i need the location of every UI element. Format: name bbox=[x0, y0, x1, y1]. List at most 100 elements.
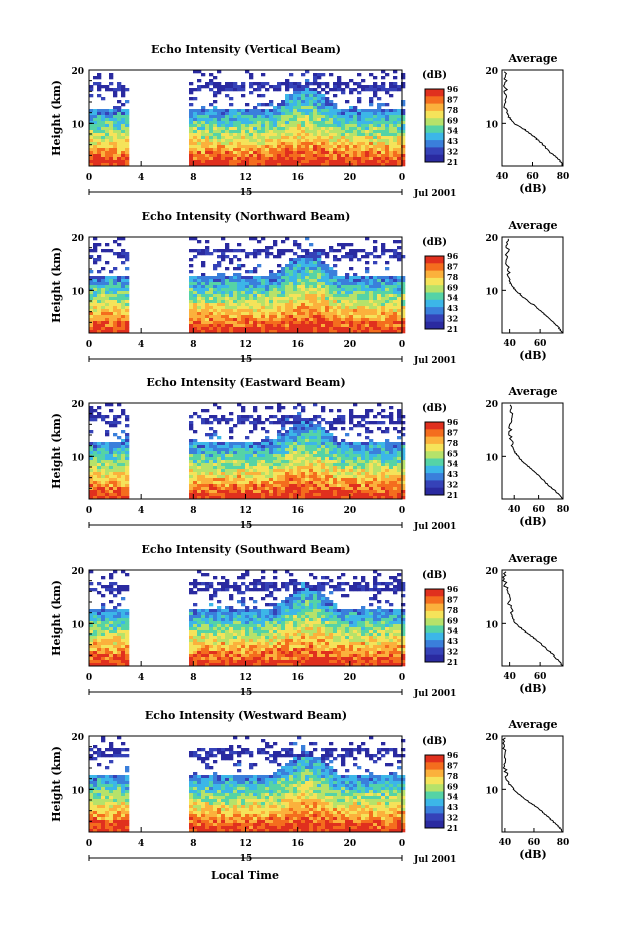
y-tick-label: 20 bbox=[71, 567, 84, 577]
colorbar-swatch bbox=[425, 451, 444, 459]
colorbar-swatch bbox=[425, 647, 444, 656]
avg-profile-line bbox=[504, 238, 563, 333]
panel-4: Echo Intensity (Southward Beam) 20 10 Heigh… bbox=[50, 543, 564, 699]
avg-frame bbox=[501, 569, 564, 667]
colorbar-swatch bbox=[425, 429, 444, 438]
colorbar-swatch bbox=[425, 589, 444, 597]
colorbar-tick-label: 32 bbox=[447, 813, 458, 823]
y-tick-label: 10 bbox=[71, 287, 84, 297]
panel-5: Echo Intensity (Westward Beam) 20 10 Height… bbox=[50, 709, 569, 865]
x-tick-label: 8 bbox=[190, 173, 196, 183]
colorbar-tick-label: 32 bbox=[447, 147, 458, 157]
colorbar-swatch bbox=[425, 625, 444, 634]
colorbar-swatch bbox=[425, 263, 444, 272]
colorbar-swatch bbox=[425, 603, 444, 612]
colorbar-swatch bbox=[425, 147, 444, 156]
day-label: 15 bbox=[240, 688, 253, 698]
colorbar-swatch bbox=[425, 307, 444, 315]
x-tick-label: 20 bbox=[344, 673, 357, 683]
colorbar-tick-label: 21 bbox=[447, 490, 458, 500]
colorbar-frame bbox=[424, 588, 445, 663]
y-axis-label: Height (km) bbox=[50, 580, 63, 656]
x-tick-label: 4 bbox=[138, 173, 144, 183]
colorbar-swatch bbox=[425, 89, 444, 97]
avg-x-tick-label: 80 bbox=[557, 838, 570, 848]
y-tick-label: 10 bbox=[71, 453, 84, 463]
x-tick-label: 0 bbox=[399, 173, 405, 183]
avg-y-tick-label: 10 bbox=[485, 287, 498, 297]
avg-profile-line bbox=[502, 737, 563, 833]
colorbar-tick-label: 69 bbox=[447, 115, 459, 125]
colorbar-tick-label: 87 bbox=[447, 760, 458, 770]
colorbar-swatch bbox=[425, 776, 444, 785]
colorbar-swatch bbox=[425, 784, 444, 792]
avg-x-tick-label: 60 bbox=[534, 339, 547, 349]
y-axis-label: Height (km) bbox=[50, 80, 63, 156]
colorbar-tick-label: 78 bbox=[447, 605, 459, 615]
avg-x-tick-label: 60 bbox=[532, 505, 545, 515]
colorbar-tick-label: 54 bbox=[447, 126, 459, 136]
colorbar-swatch bbox=[425, 103, 444, 112]
colorbar-swatch bbox=[425, 110, 444, 119]
avg-y-tick-label: 10 bbox=[485, 120, 498, 130]
avg-y-tick-label: 20 bbox=[485, 400, 498, 410]
colorbar-tick-label: 87 bbox=[447, 427, 458, 437]
colorbar-swatch bbox=[425, 96, 444, 105]
colorbar-swatch bbox=[425, 140, 444, 148]
y-tick-label: 20 bbox=[71, 400, 84, 410]
colorbar-swatch bbox=[425, 299, 444, 308]
avg-profile-line bbox=[502, 571, 563, 666]
x-tick-label: 20 bbox=[344, 839, 357, 849]
day-label: 15 bbox=[240, 521, 253, 531]
panel-title: Echo Intensity (Vertical Beam) bbox=[151, 43, 341, 56]
colorbar-tick-label: 96 bbox=[447, 417, 459, 427]
panel-title: Echo Intensity (Westward Beam) bbox=[145, 709, 347, 722]
x-tick-label: 8 bbox=[190, 839, 196, 849]
avg-title: Average bbox=[507, 718, 557, 731]
x-tick-label: 16 bbox=[291, 340, 304, 350]
colorbar-frame bbox=[424, 421, 445, 496]
x-tick-label: 12 bbox=[239, 506, 252, 516]
colorbar-tick-label: 43 bbox=[447, 636, 459, 646]
heatmap-cells bbox=[89, 736, 406, 833]
panel-title: Echo Intensity (Southward Beam) bbox=[142, 543, 351, 556]
avg-x-label: (dB) bbox=[519, 682, 546, 695]
colorbar-swatch bbox=[425, 458, 444, 467]
colorbar-tick-label: 87 bbox=[447, 261, 458, 271]
colorbar-swatch bbox=[425, 270, 444, 279]
colorbar-tick-label: 43 bbox=[447, 303, 459, 313]
colorbar-swatch bbox=[425, 654, 444, 663]
avg-x-tick-label: 60 bbox=[534, 672, 547, 682]
avg-x-tick-label: 60 bbox=[528, 838, 541, 848]
colorbar-swatch bbox=[425, 791, 444, 800]
panel-title: Echo Intensity (Northward Beam) bbox=[142, 210, 351, 223]
x-tick-label: 12 bbox=[239, 673, 252, 683]
colorbar-tick-label: 78 bbox=[447, 272, 459, 282]
colorbar-tick-label: 78 bbox=[447, 771, 459, 781]
colorbar-tick-label: 65 bbox=[447, 448, 458, 458]
day-label: 15 bbox=[240, 188, 253, 198]
colorbar-swatch bbox=[425, 596, 444, 605]
colorbar-swatch bbox=[425, 285, 444, 293]
x-tick-label: 0 bbox=[399, 673, 405, 683]
x-tick-label: 4 bbox=[138, 839, 144, 849]
avg-frame bbox=[501, 735, 564, 833]
avg-y-tick-label: 20 bbox=[485, 67, 498, 77]
x-tick-label: 16 bbox=[291, 839, 304, 849]
x-tick-label: 12 bbox=[239, 340, 252, 350]
x-axis-label: Local Time bbox=[211, 869, 279, 882]
colorbar-swatch bbox=[425, 256, 444, 264]
x-tick-label: 0 bbox=[399, 340, 405, 350]
colorbar-tick-label: 32 bbox=[447, 647, 458, 657]
colorbar-frame bbox=[424, 255, 445, 330]
y-tick-label: 10 bbox=[71, 620, 84, 630]
colorbar-tick-label: 69 bbox=[447, 282, 459, 292]
avg-frame bbox=[501, 69, 564, 167]
avg-title: Average bbox=[507, 385, 557, 398]
x-tick-label: 8 bbox=[190, 340, 196, 350]
colorbar-unit: (dB) bbox=[422, 237, 447, 248]
colorbar-tick-label: 21 bbox=[447, 823, 458, 833]
colorbar-swatch bbox=[425, 125, 444, 134]
y-axis-label: Height (km) bbox=[50, 247, 63, 323]
